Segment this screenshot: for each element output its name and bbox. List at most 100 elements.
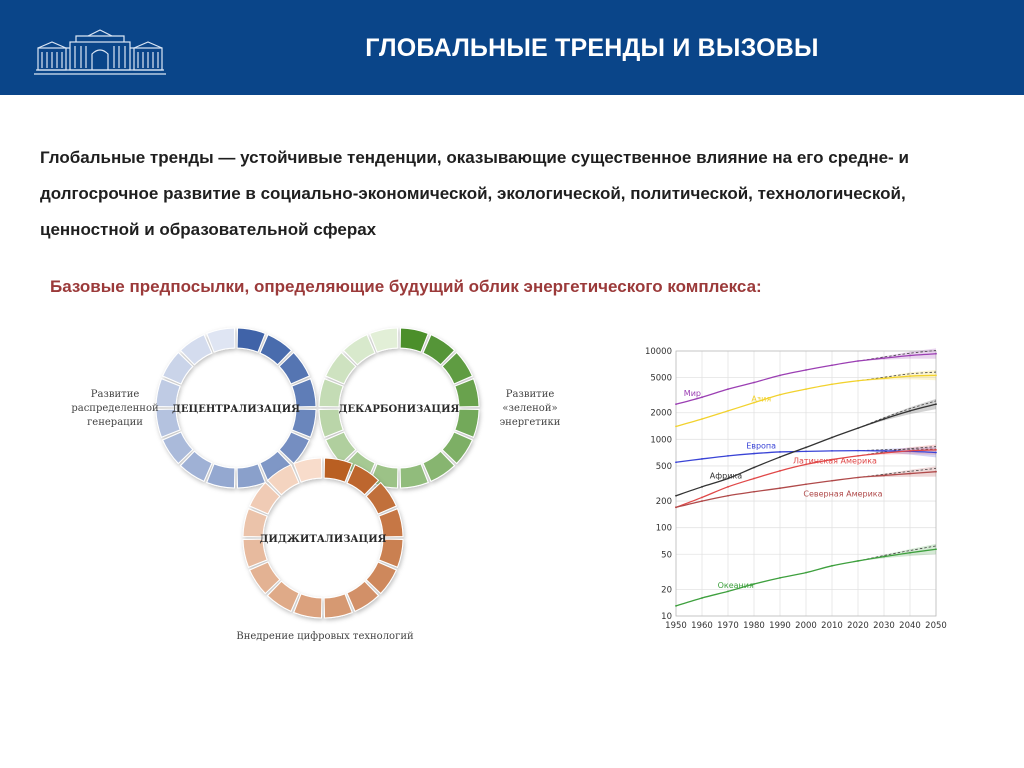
- x-tick-label: 2020: [847, 621, 869, 631]
- data-point: [883, 474, 885, 477]
- data-point: [675, 425, 677, 428]
- ring-segment: [422, 450, 456, 482]
- data-point: [935, 403, 937, 406]
- data-point: [779, 393, 781, 396]
- series-label: Азия: [751, 394, 771, 403]
- series-label: Северная Америка: [803, 490, 882, 499]
- ring-segment: [242, 508, 268, 538]
- ring-segment: [378, 538, 404, 568]
- ring-segment: [342, 334, 376, 366]
- y-tick-label: 20: [661, 585, 672, 595]
- series-label: Европа: [746, 441, 776, 450]
- y-tick-label: 200: [656, 497, 672, 507]
- series-label: Океания: [718, 581, 754, 590]
- data-point: [909, 551, 911, 554]
- caption-line: энергетики: [499, 417, 561, 428]
- data-point: [779, 487, 781, 490]
- chart-series-labels: Мир Азия Европа Африка Латинская Америка Севе…: [684, 389, 883, 590]
- data-point: [857, 427, 859, 430]
- data-point: [909, 472, 911, 475]
- data-point: [883, 555, 885, 558]
- data-point: [779, 576, 781, 579]
- caption-line: Развитие: [90, 389, 140, 400]
- chart-y-axis: 10 20 50 100 200 500 1000 2000 5000 10000: [645, 347, 672, 622]
- projection-dashed-line: [857, 400, 937, 429]
- ring-segment: [365, 481, 397, 515]
- ring-segment: [323, 457, 353, 483]
- ring-segment: [291, 378, 317, 408]
- data-point: [857, 454, 859, 457]
- data-point: [727, 494, 729, 497]
- data-point: [805, 450, 807, 453]
- data-point: [831, 364, 833, 367]
- caption-line: распределенной: [71, 403, 159, 414]
- ring-segment: [293, 593, 323, 619]
- data-point: [675, 605, 677, 607]
- y-tick-label: 1000: [650, 435, 672, 445]
- data-point: [935, 374, 937, 377]
- x-tick-label: 1990: [769, 621, 791, 631]
- data-point: [935, 448, 937, 451]
- population-chart: Мир Азия Европа Африка Латинская Америка Севе…: [640, 333, 950, 638]
- data-point: [831, 479, 833, 482]
- ring-segment: [162, 431, 194, 465]
- data-point: [753, 583, 755, 585]
- caption-line: «зеленой»: [502, 403, 558, 414]
- y-tick-label: 10: [661, 612, 672, 622]
- data-point: [805, 463, 807, 466]
- data-point: [935, 451, 937, 454]
- data-point: [753, 401, 755, 404]
- data-point: [805, 388, 807, 391]
- ring-segment: [441, 431, 473, 465]
- ring-segment: [399, 327, 429, 353]
- data-point: [727, 477, 729, 480]
- data-point: [675, 403, 677, 406]
- data-point: [727, 388, 729, 391]
- ring-segment: [318, 378, 344, 408]
- prerequisites-subtitle: Базовые предпосылки, определяющие будущи…: [50, 277, 762, 296]
- data-point: [857, 449, 859, 452]
- digitalization-label: ДИДЖИТАЛИЗАЦИЯ: [260, 534, 387, 545]
- y-tick-label: 2000: [650, 409, 672, 419]
- series-label: Латинская Америка: [793, 457, 877, 466]
- data-point: [909, 354, 911, 357]
- data-point: [857, 560, 859, 562]
- ring-segment: [259, 334, 293, 366]
- ring-segment: [422, 334, 456, 366]
- data-point: [831, 436, 833, 439]
- data-point: [883, 452, 885, 454]
- data-point: [779, 469, 781, 472]
- ring-segment: [346, 464, 380, 496]
- ring-segment: [325, 351, 357, 385]
- x-tick-label: 2050: [925, 621, 947, 631]
- y-tick-label: 100: [656, 524, 672, 534]
- ring-segment: [266, 464, 300, 496]
- ring-segment: [236, 463, 266, 489]
- series-label: Африка: [710, 471, 742, 480]
- y-tick-label: 500: [656, 462, 672, 472]
- data-point: [701, 500, 703, 502]
- ring-segment: [155, 378, 181, 408]
- data-point: [831, 458, 833, 461]
- data-point: [701, 418, 703, 420]
- data-point: [805, 483, 807, 486]
- data-point: [779, 374, 781, 377]
- data-point: [935, 470, 937, 473]
- ring-decentralization: [155, 327, 317, 489]
- data-point: [831, 564, 833, 567]
- x-tick-label: 2000: [795, 621, 817, 631]
- data-point: [857, 476, 859, 479]
- ring-segment: [369, 327, 399, 353]
- x-tick-label: 2030: [873, 621, 895, 631]
- data-point: [701, 496, 703, 499]
- data-point: [909, 409, 911, 412]
- data-point: [909, 375, 911, 377]
- plot-frame: [675, 350, 937, 617]
- ring-segment: [365, 561, 397, 595]
- series-label: Мир: [684, 389, 701, 398]
- data-point: [727, 590, 729, 593]
- ring-segment: [318, 408, 344, 438]
- ring-segment: [278, 351, 310, 385]
- ring-segment: [293, 457, 323, 483]
- x-tick-label: 1970: [717, 621, 739, 631]
